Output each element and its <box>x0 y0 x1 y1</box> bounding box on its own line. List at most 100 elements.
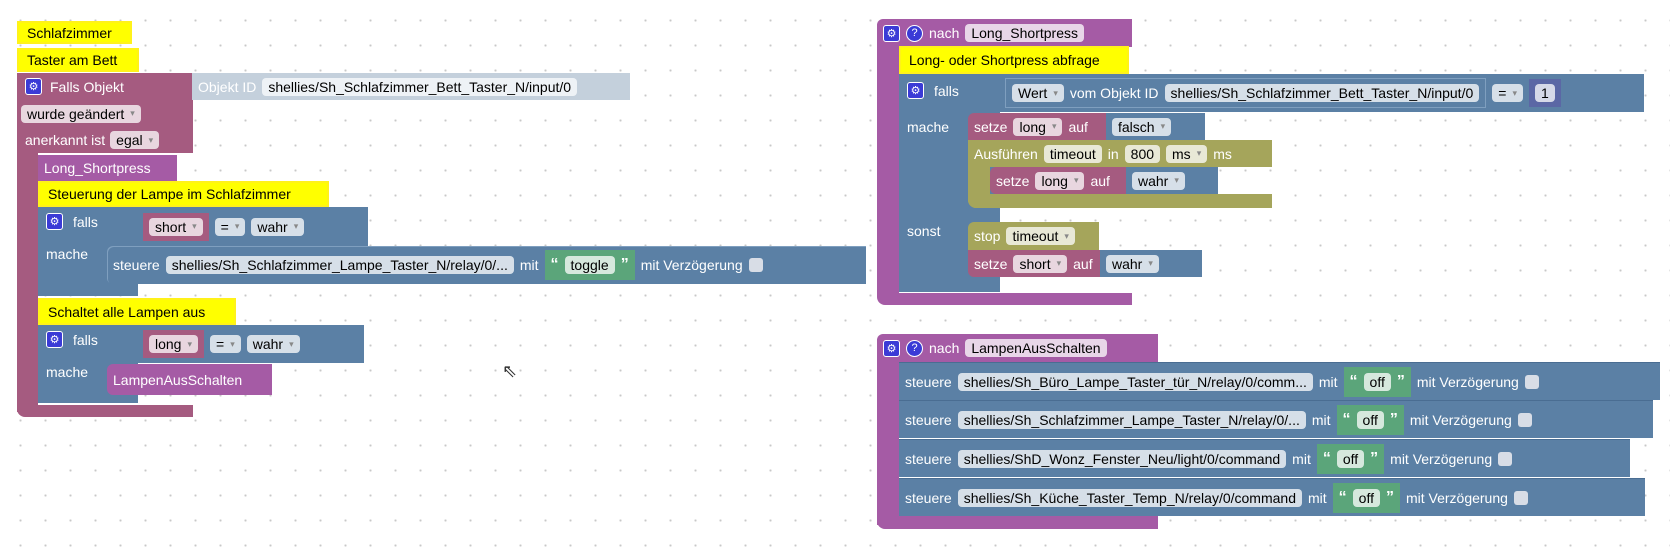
comment-schlafzimmer[interactable]: Schlafzimmer <box>17 21 132 44</box>
call-lampen-aus[interactable]: LampenAusSchalten <box>107 364 272 395</box>
bool-dropdown[interactable]: wahr <box>1106 254 1159 273</box>
text-block[interactable]: “ off ” <box>1316 443 1385 474</box>
object-id-field[interactable]: shellies/Sh_Schlafzimmer_Bett_Taster_N/i… <box>1164 84 1480 102</box>
comment-taster-am-bett[interactable]: Taster am Bett <box>17 48 139 72</box>
gear-icon[interactable]: ⚙ <box>46 213 63 230</box>
var-dropdown[interactable]: short <box>1013 254 1068 273</box>
text-block[interactable]: “ off ” <box>1343 366 1411 397</box>
delay-checkbox[interactable] <box>1524 374 1539 389</box>
var-dropdown[interactable]: long <box>149 335 198 353</box>
target-field[interactable]: shellies/Sh_Büro_Lampe_Taster_tür_N/rela… <box>957 372 1313 391</box>
delay-checkbox[interactable] <box>1517 412 1532 427</box>
text-field[interactable]: off <box>1356 410 1384 429</box>
function-name-field[interactable]: Long_Shortpress <box>965 24 1084 42</box>
steuere-row[interactable]: steuere shellies/ShD_Wonz_Fenster_Neu/li… <box>899 439 1630 477</box>
gear-icon[interactable]: ⚙ <box>883 339 900 357</box>
target-field[interactable]: shellies/ShD_Wonz_Fenster_Neu/light/0/co… <box>957 449 1287 468</box>
mache-label: mache <box>46 246 89 262</box>
mit-label: mit <box>519 257 539 273</box>
compare-block-2[interactable]: long = wahr <box>137 325 364 363</box>
auf-label: auf <box>1090 172 1110 189</box>
delay-checkbox[interactable] <box>748 258 763 272</box>
gear-icon[interactable]: ⚙ <box>883 24 900 42</box>
object-id-block[interactable]: Objekt ID shellies/Sh_Schlafzimmer_Bett_T… <box>192 73 630 100</box>
gear-icon[interactable]: ⚙ <box>25 78 42 95</box>
wert-dropdown[interactable]: Wert <box>1012 84 1064 102</box>
compare-block-1[interactable]: short = wahr <box>137 207 368 246</box>
quote-icon: “ <box>1349 372 1358 390</box>
op-dropdown[interactable]: = <box>1492 84 1523 102</box>
gear-icon[interactable]: ⚙ <box>46 331 63 348</box>
target-field[interactable]: shellies/Sh_Küche_Taster_Temp_N/relay/0/… <box>957 488 1302 507</box>
object-id-field[interactable]: shellies/Sh_Schlafzimmer_Bett_Taster_N/i… <box>262 77 578 96</box>
steuere-block[interactable]: steuere shellies/Sh_Schlafzimmer_Lampe_T… <box>107 246 866 284</box>
quote-icon: ” <box>1370 449 1379 467</box>
function-spine <box>877 46 899 296</box>
bool-block[interactable]: wahr <box>1100 250 1202 277</box>
ack-dropdown[interactable]: egal <box>110 131 160 149</box>
quote-icon: “ <box>1338 488 1347 506</box>
function-header-long-shortpress[interactable]: ⚙? nach Long_Shortpress <box>877 19 1132 47</box>
op-dropdown[interactable]: = <box>214 217 246 236</box>
bool-dropdown[interactable]: falsch <box>1112 117 1172 136</box>
bool-block[interactable]: wahr <box>1126 167 1218 194</box>
steuere-row[interactable]: steuere shellies/Sh_Schlafzimmer_Lampe_T… <box>899 400 1653 438</box>
var-block: long <box>143 330 204 358</box>
number-block: 1 <box>1528 79 1561 107</box>
text-field[interactable]: off <box>1363 372 1391 391</box>
target-field[interactable]: shellies/Sh_Schlafzimmer_Lampe_Taster_N/… <box>957 410 1306 429</box>
set-long-false[interactable]: setze longauf <box>968 113 1108 140</box>
get-value-block: Wert vom Objekt ID shellies/Sh_Schlafzimme… <box>1005 78 1487 108</box>
ausfuehren-label: Ausführen <box>974 145 1038 162</box>
function-name-field[interactable]: LampenAusSchalten <box>965 339 1107 357</box>
gear-icon[interactable]: ⚙ <box>907 82 924 99</box>
text-field[interactable]: off <box>1336 449 1365 468</box>
delay-checkbox[interactable] <box>1498 451 1513 466</box>
help-icon[interactable]: ? <box>906 339 923 357</box>
help-icon[interactable]: ? <box>906 24 923 42</box>
stop-label: stop <box>974 228 1001 244</box>
mit-label: mit <box>1292 450 1311 467</box>
function-header-lampen-aus[interactable]: ⚙? nach LampenAusSchalten <box>877 334 1158 362</box>
var-dropdown[interactable]: long <box>1013 117 1063 136</box>
delay-label: mit Verzögerung <box>1416 373 1519 390</box>
falls-label: falls <box>73 331 98 348</box>
set-short-true[interactable]: setze short auf <box>968 250 1100 277</box>
mit-label: mit <box>1311 411 1331 428</box>
text-block[interactable]: “ off ” <box>1332 482 1400 513</box>
nach-label: nach <box>929 340 960 356</box>
comment-schaltet[interactable]: Schaltet alle Lampen aus <box>38 298 236 325</box>
auf-label: auf <box>1073 255 1093 272</box>
text-block[interactable]: “ off ” <box>1336 404 1404 435</box>
number-field[interactable]: 1 <box>1534 84 1555 102</box>
unit-dropdown[interactable]: ms <box>1166 144 1208 163</box>
bool-block[interactable]: falsch <box>1106 113 1205 140</box>
var-dropdown[interactable]: short <box>149 217 203 236</box>
target-field[interactable]: shellies/Sh_Schlafzimmer_Lampe_Taster_N/… <box>165 256 514 274</box>
trigger-block[interactable]: ⚙ Falls Objekt wurde geändert anerkannt i… <box>17 73 193 153</box>
bool-dropdown[interactable]: wahr <box>1132 171 1185 190</box>
op-dropdown[interactable]: = <box>210 335 241 353</box>
steuere-row[interactable]: steuere shellies/Sh_Büro_Lampe_Taster_tü… <box>899 362 1660 400</box>
comment-long-shortpress[interactable]: Long- oder Shortpress abfrage <box>899 46 1129 74</box>
set-long-true[interactable]: setze longauf <box>990 167 1128 194</box>
change-dropdown[interactable]: wurde geändert <box>21 104 141 123</box>
timeout-block[interactable]: Ausführen timeout in 800 msms <box>968 140 1272 167</box>
condition-row[interactable]: Wert vom Objekt ID shellies/Sh_Schlafzimme… <box>999 74 1644 112</box>
text-field[interactable]: off <box>1352 488 1380 507</box>
steuere-label: steuere <box>113 257 160 273</box>
stop-block[interactable]: stop timeout <box>968 222 1099 250</box>
mache-label: mache <box>907 119 950 135</box>
bool-dropdown[interactable]: wahr <box>251 217 305 236</box>
var-dropdown[interactable]: long <box>1035 171 1085 190</box>
steuere-label: steuere <box>905 450 952 467</box>
timeout-name-field[interactable]: timeout <box>1043 144 1102 163</box>
ms-value-field[interactable]: 800 <box>1124 144 1161 163</box>
comment-steuerung[interactable]: Steuerung der Lampe im Schlafzimmer <box>38 181 329 207</box>
timeout-dropdown[interactable]: timeout <box>1006 227 1075 245</box>
call-long-shortpress[interactable]: Long_Shortpress <box>38 155 177 181</box>
steuere-row[interactable]: steuere shellies/Sh_Küche_Taster_Temp_N/… <box>899 478 1645 516</box>
bool-dropdown[interactable]: wahr <box>246 335 300 353</box>
delay-checkbox[interactable] <box>1513 490 1528 505</box>
text-field[interactable]: toggle <box>564 256 615 274</box>
